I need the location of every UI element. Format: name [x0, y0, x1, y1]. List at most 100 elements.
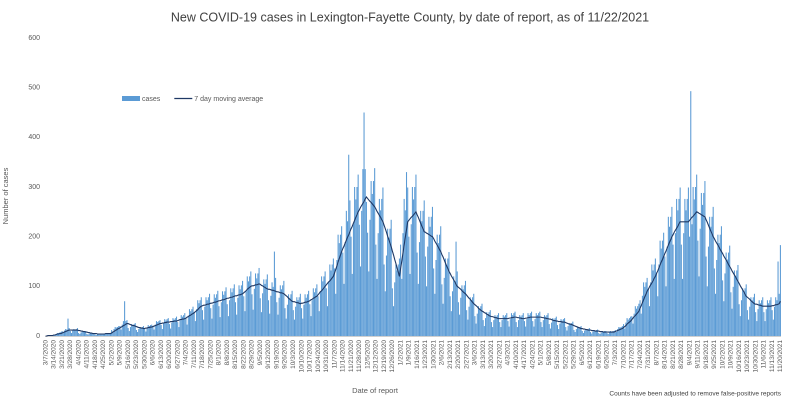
bar — [426, 286, 428, 336]
bar — [653, 264, 655, 336]
y-tick-label: 0 — [36, 333, 40, 340]
x-tick-label: 11/20/2021 — [777, 340, 784, 372]
bar — [420, 210, 422, 336]
bar — [561, 320, 563, 336]
bar — [528, 315, 530, 336]
bar — [71, 333, 73, 336]
bar — [660, 248, 662, 336]
bar — [687, 187, 689, 336]
bar — [448, 252, 450, 336]
bar — [124, 301, 126, 336]
x-tick-label: 7/31/2021 — [645, 340, 652, 369]
bar — [437, 243, 439, 336]
bar — [580, 326, 582, 336]
bar — [736, 270, 738, 336]
bar — [443, 277, 445, 336]
bar — [237, 297, 239, 336]
bar — [243, 296, 245, 336]
bar — [325, 288, 327, 336]
x-tick-label: 4/25/2020 — [100, 340, 107, 369]
bar — [72, 330, 74, 336]
moving-average-line — [45, 195, 781, 337]
bar — [462, 289, 464, 336]
bar — [319, 291, 321, 336]
bar — [421, 221, 423, 336]
bar — [571, 323, 573, 336]
bar — [380, 210, 382, 336]
bar — [514, 311, 516, 336]
bar — [212, 304, 214, 336]
bar — [631, 316, 633, 336]
bar — [764, 321, 766, 336]
bar — [441, 284, 443, 336]
bar — [600, 332, 602, 336]
bar — [363, 112, 365, 336]
bar — [543, 315, 546, 336]
bar — [152, 326, 154, 336]
bar — [612, 331, 614, 336]
x-tick-label: 9/26/2020 — [282, 340, 289, 369]
bar — [746, 310, 748, 336]
bar — [621, 326, 623, 336]
bar — [147, 325, 149, 336]
bar — [633, 313, 635, 336]
bar — [733, 270, 735, 336]
bar — [595, 330, 597, 336]
x-tick-label: 12/12/2020 — [373, 340, 380, 373]
x-tick-label: 10/16/2021 — [736, 340, 743, 373]
x-tick-label: 7/11/2020 — [191, 340, 198, 369]
bar — [433, 268, 435, 336]
bar — [566, 330, 568, 336]
bar — [256, 278, 258, 336]
bar — [592, 331, 594, 336]
bar — [615, 332, 617, 336]
bar — [455, 241, 457, 336]
bar — [397, 264, 399, 336]
bar — [106, 333, 108, 336]
bar — [209, 293, 211, 336]
bar — [704, 181, 706, 336]
x-tick-label: 9/12/2020 — [265, 340, 272, 369]
bar — [229, 300, 231, 336]
bar — [463, 285, 465, 336]
bar — [765, 309, 767, 336]
bar — [240, 285, 242, 336]
bar — [501, 320, 503, 336]
bar — [210, 308, 212, 336]
bar — [593, 330, 595, 336]
bar — [510, 313, 513, 336]
bar — [179, 320, 181, 336]
bar — [490, 322, 492, 336]
bar — [92, 333, 94, 336]
bar — [83, 331, 86, 336]
bar — [266, 274, 268, 336]
bar — [453, 276, 455, 336]
x-tick-label: 1/23/2021 — [422, 340, 429, 369]
bar — [395, 264, 397, 336]
bar — [551, 322, 553, 336]
bar — [477, 306, 479, 336]
bar — [230, 288, 232, 336]
bar — [365, 201, 367, 336]
bar — [440, 226, 442, 336]
bar — [133, 324, 135, 336]
bar — [323, 276, 325, 336]
bar — [190, 311, 192, 336]
bar — [643, 282, 645, 336]
bar — [689, 236, 691, 336]
bar — [375, 244, 377, 336]
bar — [119, 326, 121, 336]
bar — [321, 276, 323, 336]
bar — [723, 301, 725, 336]
x-tick-label: 7/17/2021 — [629, 340, 636, 369]
bar — [384, 291, 386, 336]
bar — [98, 333, 100, 336]
bar — [175, 316, 178, 336]
bar — [665, 286, 667, 336]
bar — [291, 290, 293, 336]
bar — [710, 226, 712, 336]
bar — [698, 276, 700, 336]
bar — [330, 270, 332, 336]
bar — [332, 258, 334, 336]
bar — [651, 264, 653, 336]
